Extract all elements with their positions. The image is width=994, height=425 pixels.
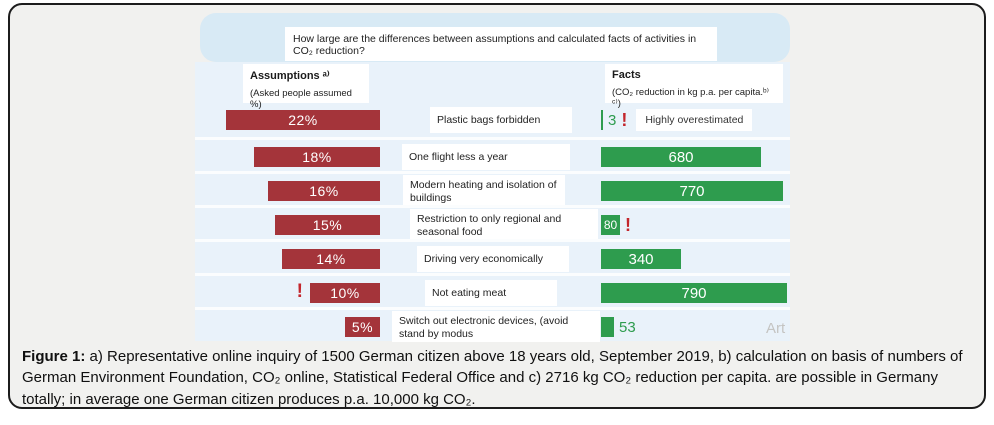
assumptions-subtitle: (Asked people assumed %)	[250, 88, 352, 110]
activity-label: Switch out electronic devices, (avoid st…	[392, 311, 600, 342]
fact-value: 680	[668, 148, 694, 166]
facts-title: Facts	[612, 69, 641, 81]
figure-caption: Figure 1: a) Representative online inqui…	[22, 346, 970, 410]
chart-row: 16% Modern heating and isolation of buil…	[195, 171, 790, 206]
fact-bar: 340	[601, 249, 681, 269]
fact-zone: 790	[601, 283, 787, 303]
fact-bar: 790	[601, 283, 787, 303]
question-bubble: How large are the differences between as…	[200, 13, 790, 62]
facts-subtitle: (CO₂ reduction in kg p.a. per capita.ᵇ⁾ …	[612, 87, 769, 109]
assumption-bar: 15%	[275, 215, 380, 235]
chart-row: 22% Plastic bags forbidden 3 ! Highly ov…	[195, 103, 790, 137]
facts-header: Facts (CO₂ reduction in kg p.a. per capi…	[605, 64, 783, 109]
fact-note: Highly overestimated	[636, 109, 753, 131]
fact-zone: 53	[601, 317, 636, 337]
chart-row: 15% Restriction to only regional and sea…	[195, 205, 790, 240]
fact-bar: 770	[601, 181, 783, 201]
warning-exclamation-icon: !	[296, 281, 303, 302]
assumption-value: 18%	[302, 149, 332, 165]
activity-label: Not eating meat	[425, 280, 557, 306]
fact-bar	[601, 110, 603, 130]
fact-value: 80	[603, 218, 618, 232]
activity-label: Driving very economically	[417, 246, 569, 272]
assumption-bar: 5%	[345, 317, 380, 337]
chart-row: 5% Switch out electronic devices, (avoid…	[195, 307, 790, 342]
activity-label: One flight less a year	[402, 144, 570, 170]
assumption-value: 5%	[351, 319, 374, 335]
assumption-bar: 16%	[268, 181, 380, 201]
fact-zone: 770	[601, 181, 783, 201]
warning-exclamation-icon: !	[625, 215, 631, 235]
question-text: How large are the differences between as…	[285, 27, 717, 61]
assumption-value: 15%	[312, 217, 343, 233]
fact-value: 3	[608, 111, 617, 129]
assumptions-header: Assumptions ᵃ⁾ (Asked people assumed %)	[243, 64, 369, 110]
assumption-value: 22%	[288, 112, 318, 128]
activity-label: Modern heating and isolation of building…	[403, 175, 565, 206]
figure-caption-label: Figure 1:	[22, 348, 86, 365]
fact-zone: 340	[601, 249, 681, 269]
chart-row: 14% Driving very economically 340	[195, 239, 790, 273]
activity-label: Restriction to only regional and seasona…	[410, 209, 598, 240]
fact-zone: 80 !	[601, 215, 631, 235]
assumption-value: 16%	[309, 183, 339, 199]
figure-caption-text: a) Representative online inquiry of 1500…	[22, 348, 963, 408]
column-headers: Assumptions ᵃ⁾ (Asked people assumed %) …	[195, 62, 790, 110]
chart-panel: Assumptions ᵃ⁾ (Asked people assumed %) …	[195, 62, 790, 342]
assumption-bar: 14%	[282, 249, 380, 269]
watermark: Art	[766, 320, 786, 337]
fact-value: 53	[619, 318, 636, 336]
warning-exclamation-icon: !	[621, 110, 628, 130]
fact-value: 770	[679, 182, 705, 200]
fact-bar	[601, 317, 614, 337]
assumption-value: 14%	[316, 251, 346, 267]
chart-row: ! 10% Not eating meat 790	[195, 273, 790, 307]
fact-bar: 680	[601, 147, 761, 167]
assumption-bar: 10%	[310, 283, 380, 303]
fact-zone: 3 ! Highly overestimated	[601, 109, 753, 131]
assumption-value: 10%	[330, 285, 360, 301]
fact-zone: 680	[601, 147, 761, 167]
activity-label: Plastic bags forbidden	[430, 107, 572, 133]
chart-row: 18% One flight less a year 680	[195, 137, 790, 171]
assumption-bar: 18%	[254, 147, 380, 167]
fact-bar: 80	[601, 215, 620, 235]
fact-value: 340	[628, 250, 654, 268]
fact-value: 790	[681, 284, 707, 302]
assumptions-title: Assumptions ᵃ⁾	[250, 70, 330, 82]
assumption-bar: 22%	[226, 110, 380, 130]
